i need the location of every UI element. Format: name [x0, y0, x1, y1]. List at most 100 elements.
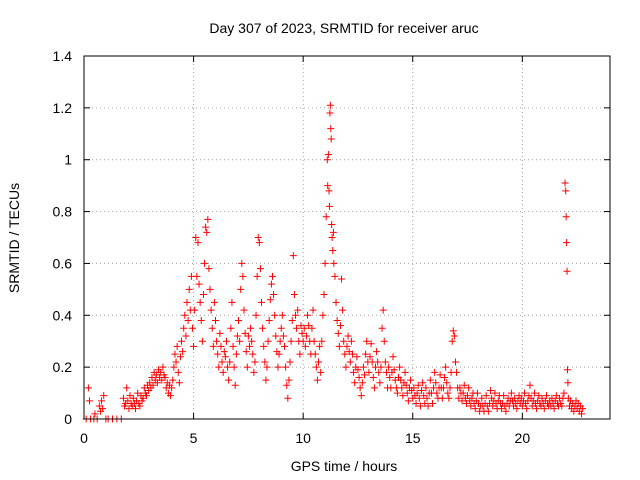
- data-point: [428, 399, 436, 407]
- data-point: [231, 381, 239, 389]
- data-point: [193, 272, 201, 280]
- data-point: [375, 368, 383, 376]
- data-point: [449, 327, 457, 335]
- data-point: [277, 324, 285, 332]
- data-point: [550, 405, 558, 413]
- data-point: [324, 182, 332, 190]
- data-point: [310, 337, 318, 345]
- data-point: [446, 384, 454, 392]
- data-point: [192, 234, 200, 241]
- data-point: [207, 306, 215, 314]
- data-point: [195, 280, 203, 288]
- data-point: [318, 337, 326, 345]
- data-point: [282, 363, 290, 371]
- data-point: [491, 389, 499, 397]
- data-point: [219, 368, 227, 376]
- data-point: [227, 324, 235, 332]
- data-point: [353, 353, 361, 361]
- data-point: [453, 368, 461, 376]
- data-point: [326, 109, 334, 117]
- data-point: [196, 298, 204, 306]
- chart-title: Day 307 of 2023, SRMTID for receiver aru…: [209, 20, 478, 36]
- data-point: [448, 337, 456, 345]
- data-point: [329, 228, 337, 236]
- data-point: [330, 259, 338, 267]
- data-point: [99, 405, 107, 413]
- data-point: [393, 389, 401, 397]
- data-point: [468, 394, 476, 402]
- data-point: [259, 324, 267, 332]
- data-point: [221, 353, 229, 361]
- data-point: [311, 350, 319, 358]
- data-point: [502, 407, 510, 415]
- data-point: [526, 381, 534, 389]
- data-point: [562, 187, 570, 195]
- data-point: [336, 322, 344, 330]
- y-tick-label: 1: [64, 152, 72, 168]
- data-point: [250, 368, 258, 376]
- data-point: [317, 368, 325, 376]
- grid-layer: [84, 56, 610, 419]
- data-point: [401, 368, 409, 376]
- data-point: [404, 397, 412, 405]
- data-point: [343, 342, 351, 350]
- data-point: [464, 392, 472, 400]
- data-point: [560, 389, 568, 397]
- data-point: [487, 386, 495, 394]
- y-tick-label: 0.4: [53, 307, 73, 323]
- data-point: [199, 291, 207, 299]
- data-point: [281, 342, 289, 350]
- data-point: [482, 392, 490, 400]
- data-point: [338, 275, 346, 283]
- data-point: [313, 376, 321, 384]
- data-point: [390, 366, 398, 374]
- data-point: [248, 337, 256, 345]
- data-point: [220, 348, 228, 356]
- data-point: [183, 298, 191, 306]
- data-point: [366, 353, 374, 361]
- data-point: [355, 374, 363, 382]
- data-point: [530, 389, 538, 397]
- data-point: [209, 342, 217, 350]
- data-point: [323, 156, 331, 164]
- data-point: [212, 316, 219, 324]
- data-point: [324, 151, 332, 159]
- data-point: [293, 324, 301, 332]
- data-point: [441, 374, 449, 382]
- data-point: [561, 179, 569, 187]
- data-point: [412, 399, 420, 407]
- data-point: [217, 342, 225, 350]
- data-point: [346, 358, 354, 366]
- data-point: [175, 379, 183, 387]
- data-point: [260, 342, 268, 350]
- data-point: [444, 389, 452, 397]
- data-point: [419, 379, 427, 387]
- data-point: [213, 337, 221, 345]
- data-point: [181, 311, 189, 319]
- data-point: [225, 376, 233, 384]
- data-point: [403, 389, 411, 397]
- data-point: [274, 363, 282, 371]
- data-point: [188, 324, 196, 332]
- data-point: [84, 384, 92, 392]
- y-tick-label: 1.4: [53, 48, 73, 64]
- x-tick-label: 0: [80, 430, 88, 446]
- data-point: [226, 358, 234, 366]
- data-point: [396, 363, 404, 371]
- data-point: [285, 376, 293, 384]
- data-point: [351, 379, 359, 387]
- data-point: [439, 384, 447, 392]
- data-point: [289, 252, 297, 260]
- data-point: [438, 394, 446, 402]
- data-point: [197, 316, 205, 324]
- data-point: [378, 324, 386, 332]
- data-point: [418, 386, 426, 394]
- data-point: [136, 402, 144, 410]
- data-point: [256, 265, 264, 273]
- data-point: [237, 285, 245, 293]
- data-point: [203, 228, 211, 236]
- data-point: [563, 366, 571, 374]
- data-point: [332, 298, 340, 306]
- data-point: [302, 332, 310, 340]
- data-point: [357, 392, 365, 400]
